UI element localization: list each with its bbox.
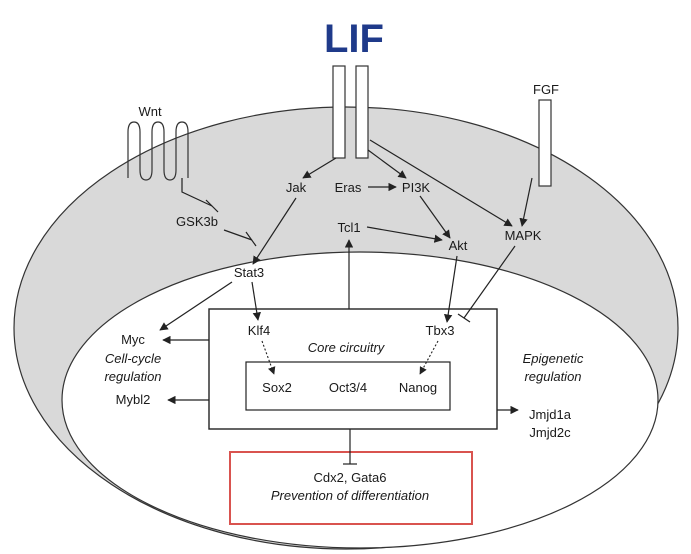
dotted-arrows: [261, 340, 439, 375]
arrow-tcl1-akt: [366, 226, 443, 243]
cell-cycle-label-1: Cell-cycle: [105, 351, 161, 366]
node-tbx3: Tbx3: [426, 323, 455, 338]
inhibit-wnt-gsk3b: [181, 178, 213, 207]
arrow-lif-pi3k: [367, 149, 407, 179]
node-jmjd1a: Jmjd1a: [529, 407, 572, 422]
node-mybl2: Mybl2: [116, 392, 151, 407]
lif-receptor: [332, 65, 369, 159]
node-nanog: Nanog: [399, 380, 437, 395]
fgf-label: FGF: [533, 82, 559, 97]
node-jmjd2c: Jmjd2c: [529, 425, 571, 440]
arrow-jak-stat3: [252, 197, 297, 265]
inhibit-mapk-tbx3: [463, 245, 516, 319]
node-myc: Myc: [121, 332, 145, 347]
outcome-text: Prevention of differentiation: [271, 488, 429, 503]
wnt-label: Wnt: [138, 104, 162, 119]
epigenetic-label-2: regulation: [524, 369, 581, 384]
arrow-stat3-klf4: [251, 281, 261, 321]
outcome-genes: Cdx2, Gata6: [314, 470, 387, 485]
inhibit-gsk3b-stat3: [223, 229, 253, 241]
outcome-highlight-box: [229, 451, 473, 525]
arrow-klf4-sox2: [261, 340, 276, 375]
arrow-stat3-myc: [159, 281, 233, 331]
node-tcl1: Tcl1: [337, 220, 360, 235]
node-stat3: Stat3: [234, 265, 264, 280]
inhibition-lines: [181, 178, 516, 465]
node-gsk3b: GSK3b: [176, 214, 218, 229]
node-mapk: MAPK: [505, 228, 542, 243]
node-klf4: Klf4: [248, 323, 270, 338]
node-pi3k: PI3K: [402, 180, 431, 195]
activation-arrows: [159, 139, 533, 415]
diagram-title: LIF: [324, 17, 384, 61]
fgf-receptor: [538, 99, 552, 187]
arrow-lif-mapk: [369, 139, 513, 227]
arrow-akt-tbx3: [443, 255, 458, 323]
arrow-pi3k-akt: [419, 195, 451, 239]
node-oct34: Oct3/4: [329, 380, 367, 395]
wnt-receptor: [127, 121, 189, 181]
cell-cycle-label-2: regulation: [104, 369, 161, 384]
pluripotency-factors-box: [245, 361, 451, 411]
core-circuitry-label: Core circuitry: [308, 340, 386, 355]
node-eras: Eras: [335, 180, 362, 195]
node-jak: Jak: [286, 180, 307, 195]
epigenetic-label-1: Epigenetic: [523, 351, 584, 366]
node-akt: Akt: [449, 238, 468, 253]
arrow-fgf-mapk: [519, 177, 533, 227]
node-sox2: Sox2: [262, 380, 292, 395]
arrow-lif-jak: [302, 157, 337, 179]
